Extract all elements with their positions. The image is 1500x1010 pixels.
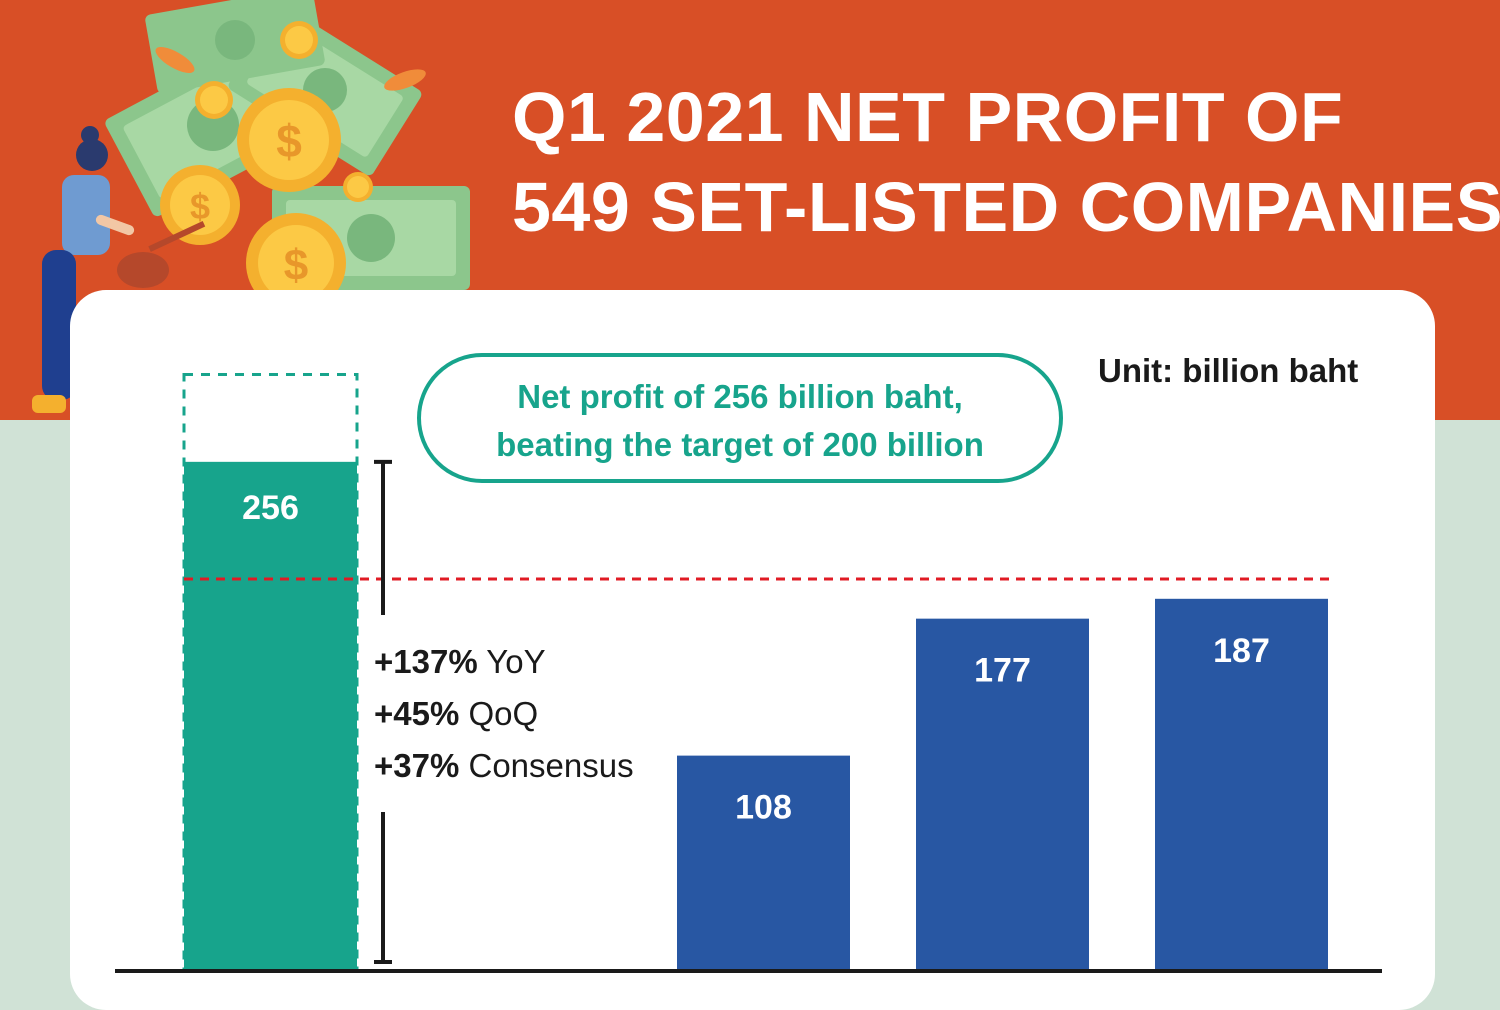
unit-label: Unit: billion baht (1098, 352, 1359, 389)
coin-icon (195, 81, 233, 119)
metric-label: Consensus (459, 747, 634, 784)
svg-text:$: $ (284, 241, 308, 290)
bar-value-label-1: 108 (735, 789, 792, 827)
metric-label: QoQ (459, 695, 539, 732)
coin-icon: $ (246, 213, 346, 313)
metric-value: +137% (374, 643, 478, 680)
coin-icon: $ (160, 165, 240, 245)
metric-value: +45% (374, 695, 460, 732)
bar-2 (916, 618, 1089, 970)
bar-1 (677, 755, 850, 970)
growth-metrics: +137% YoY +45% QoQ +37% Consensus (374, 636, 634, 792)
bar-value-label-3: 187 (1213, 632, 1270, 670)
metric-qoq: +45% QoQ (374, 688, 634, 740)
money-illustration: $ $ $ (32, 0, 470, 413)
metric-consensus: +37% Consensus (374, 740, 634, 792)
callout-line-2: beating the target of 200 billion (496, 426, 984, 463)
bar-value-label-2: 177 (974, 652, 1031, 690)
coin-icon (280, 21, 318, 59)
bar-value-label-0: 256 (242, 489, 299, 527)
svg-text:$: $ (190, 186, 210, 227)
callout-line-1: Net profit of 256 billion baht, (517, 378, 963, 415)
metric-value: +37% (374, 747, 460, 784)
callout-bubble: Net profit of 256 billion baht, beating … (417, 353, 1063, 483)
woman-watering-icon (32, 126, 206, 413)
svg-text:$: $ (276, 115, 302, 167)
title-line-2: 549 SET-LISTED COMPANIES (512, 168, 1500, 246)
bar-3 (1155, 598, 1328, 970)
title-line-1: Q1 2021 NET PROFIT OF (512, 78, 1344, 156)
coin-icon: $ (237, 88, 341, 192)
page-title: Q1 2021 NET PROFIT OF 549 SET-LISTED COM… (512, 72, 1500, 252)
leaf-icon (155, 47, 426, 91)
bar-0 (184, 461, 357, 970)
coin-icon (343, 172, 373, 202)
metric-label: YoY (477, 643, 546, 680)
metric-yoy: +137% YoY (374, 636, 634, 688)
